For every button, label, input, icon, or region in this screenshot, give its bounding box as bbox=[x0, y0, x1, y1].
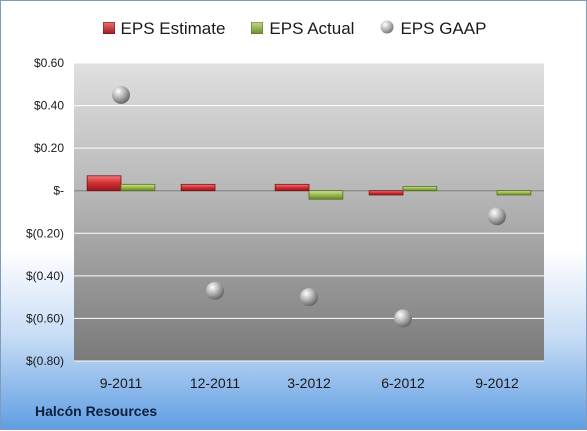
company-label: Halcón Resources bbox=[35, 403, 158, 419]
plot-area bbox=[74, 63, 544, 361]
x-axis-labels: 9-2011 12-2011 3-2012 6-2012 9-2012 bbox=[100, 375, 519, 391]
y-axis-ticks: $0.60 $0.40 $0.20 $- $(0.20) $(0.40) $(0.60) $(… bbox=[26, 56, 64, 368]
legend-item-estimate: EPS Estimate bbox=[102, 19, 226, 39]
y-tick-label: $(0.20) bbox=[26, 226, 64, 240]
gaap-point bbox=[300, 288, 318, 307]
legend-label-actual: EPS Actual bbox=[269, 19, 355, 38]
estimate-bar bbox=[368, 190, 404, 196]
legend-item-gaap: EPS GAAP bbox=[380, 19, 486, 39]
x-tick-label: 9-2012 bbox=[475, 375, 519, 391]
grid-lines bbox=[74, 62, 544, 362]
legend: EPS Estimate EPS Actual EPS GAAP bbox=[1, 19, 587, 39]
actual-bar bbox=[120, 183, 156, 192]
y-tick-label: $0.60 bbox=[34, 56, 64, 70]
gray-sphere-swatch-icon bbox=[380, 19, 394, 39]
estimate-bar bbox=[274, 183, 310, 192]
x-tick-label: 9-2011 bbox=[100, 375, 143, 391]
actual-bar bbox=[308, 190, 344, 200]
y-tick-label: $(0.40) bbox=[26, 269, 64, 283]
y-tick-label: $(0.80) bbox=[26, 354, 64, 368]
gaap-point bbox=[488, 207, 506, 226]
y-tick-label: $0.40 bbox=[34, 99, 64, 113]
actual-bar bbox=[496, 190, 532, 196]
x-tick-label: 3-2012 bbox=[287, 375, 331, 391]
y-tick-label: $- bbox=[53, 184, 64, 198]
legend-item-actual: EPS Actual bbox=[250, 19, 355, 39]
gaap-point bbox=[394, 309, 412, 328]
legend-label-gaap: EPS GAAP bbox=[400, 19, 487, 38]
legend-label-estimate: EPS Estimate bbox=[120, 19, 226, 38]
estimate-bar bbox=[86, 175, 122, 192]
x-tick-label: 6-2012 bbox=[381, 375, 425, 391]
gaap-point bbox=[112, 85, 130, 104]
estimate-bar bbox=[180, 183, 216, 192]
actual-bar bbox=[402, 186, 438, 192]
x-tick-label: 12-2011 bbox=[190, 375, 241, 391]
bars bbox=[86, 175, 532, 200]
gaap-point bbox=[206, 281, 224, 300]
gaap-points bbox=[112, 85, 506, 328]
y-tick-label: $(0.60) bbox=[26, 311, 64, 325]
y-tick-label: $0.20 bbox=[34, 141, 64, 155]
